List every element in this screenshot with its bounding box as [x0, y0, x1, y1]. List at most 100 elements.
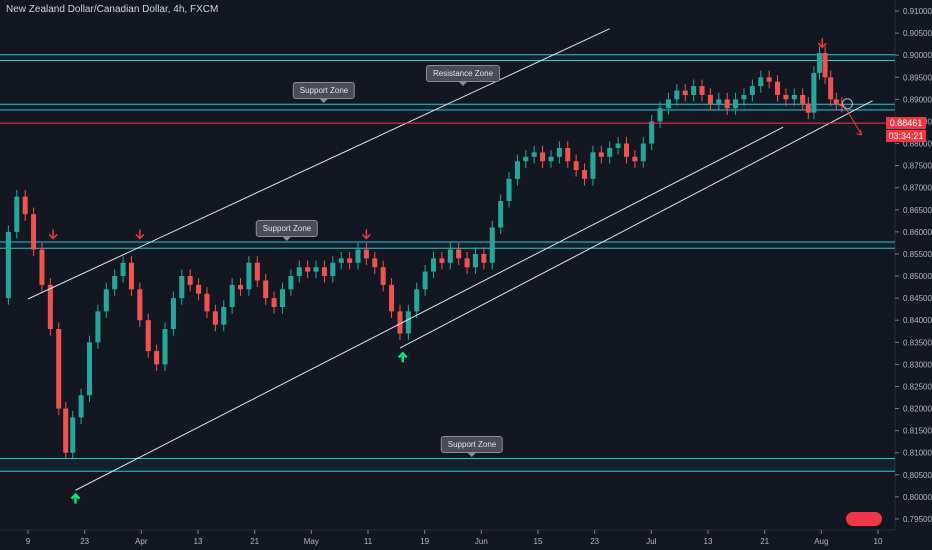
y-tick-label: 0.85500 [903, 250, 932, 259]
bar-countdown-tag: 03:34:21 [886, 130, 926, 143]
trendline [399, 100, 873, 349]
candle-body [783, 94, 789, 100]
current-price-tag: 0.88461 [886, 117, 926, 130]
candle-body [212, 311, 218, 325]
zone-label-resistance[interactable]: Resistance Zone [425, 64, 501, 86]
y-tick-label: 0.86500 [903, 206, 932, 215]
candle-body [288, 276, 294, 290]
candle-body [347, 258, 353, 263]
y-tick-label: 0.79500 [903, 515, 932, 524]
candle-body [481, 253, 487, 263]
candle-body [640, 143, 646, 162]
y-tick-label: 0.81500 [903, 427, 932, 436]
candle-body [338, 258, 344, 263]
candle-body [649, 121, 655, 144]
candle-body [254, 262, 260, 281]
x-tick-label: Jul [646, 537, 656, 546]
candle-body [447, 249, 453, 263]
y-tick-label: 0.89000 [903, 95, 932, 104]
candle-body [665, 99, 671, 109]
candle-body [615, 143, 621, 148]
candle-body [607, 147, 613, 157]
candle-body [128, 262, 134, 290]
trendline [27, 28, 610, 300]
up-arrow-marker [397, 351, 408, 363]
candle-body [573, 161, 579, 171]
zone-label-support-mid[interactable]: Support Zone [255, 220, 319, 242]
candle-body [22, 196, 28, 215]
y-tick-label: 0.90000 [903, 51, 932, 60]
candle-body [31, 214, 37, 250]
candle-body [422, 271, 428, 290]
zone-band [0, 242, 895, 249]
candle-body [699, 86, 705, 95]
candle-body [196, 284, 202, 294]
candle-body [540, 152, 546, 162]
candle-body [733, 99, 739, 109]
candle-body [380, 267, 386, 285]
candle-body [145, 320, 151, 352]
x-tick-label: 21 [250, 537, 259, 546]
y-tick-label: 0.84000 [903, 316, 932, 325]
y-tick-label: 0.82000 [903, 405, 932, 414]
down-arrow-marker [817, 38, 827, 49]
candle-body [170, 298, 176, 330]
candle-body [14, 196, 20, 232]
y-tick-label: 0.91000 [903, 7, 932, 16]
candle-body [582, 170, 588, 179]
candle-body [724, 99, 730, 109]
y-tick-label: 0.85000 [903, 272, 932, 281]
candle-body [78, 395, 84, 418]
zone-label-support-upper[interactable]: Support Zone [292, 82, 356, 104]
candle-body [498, 200, 504, 228]
candle-body [238, 284, 244, 290]
y-tick-label: 0.86000 [903, 228, 932, 237]
candle-body [39, 249, 45, 285]
y-tick-label: 0.88000 [903, 140, 932, 149]
candle-body [749, 86, 755, 95]
y-tick-label: 0.83000 [903, 360, 932, 369]
candle-body [229, 284, 235, 307]
candle-body [674, 90, 680, 100]
candle-body [70, 417, 76, 453]
candle-body [489, 227, 495, 263]
candle-body [95, 311, 101, 343]
candle-body [279, 289, 286, 307]
y-tick-label: 0.82500 [903, 382, 932, 391]
down-arrow-marker [48, 229, 58, 240]
candle-body [397, 311, 403, 334]
y-tick-label: 0.89500 [903, 73, 932, 82]
candle-body [657, 108, 663, 122]
candle-body [531, 152, 537, 157]
candle-body [822, 53, 828, 78]
zone-label-support-lower[interactable]: Support Zone [440, 436, 504, 458]
candle-body [154, 351, 160, 365]
candle-body [439, 258, 445, 263]
candle-body [464, 258, 470, 268]
candle-body [775, 81, 781, 95]
candle-body [47, 284, 53, 330]
candle-body [707, 94, 713, 104]
candle-body [716, 99, 722, 104]
candle-body [137, 289, 143, 321]
candle-body [758, 77, 764, 87]
candle-body [103, 289, 109, 312]
candle-body [363, 249, 369, 259]
zone-band [0, 54, 895, 61]
alerts-badge[interactable] [846, 512, 882, 526]
candle-body [811, 72, 817, 113]
candle-body [86, 342, 93, 396]
candle-body [816, 53, 823, 73]
up-arrow-marker [70, 492, 81, 504]
candle-body [305, 267, 311, 272]
y-tick-label: 0.81000 [903, 449, 932, 458]
candle-body [791, 94, 797, 100]
y-tick-label: 0.87000 [903, 184, 932, 193]
candle-body [330, 262, 336, 277]
candle-body [833, 99, 839, 104]
candle-body [355, 249, 361, 263]
candle-body [682, 90, 688, 95]
candle-body [56, 329, 62, 409]
